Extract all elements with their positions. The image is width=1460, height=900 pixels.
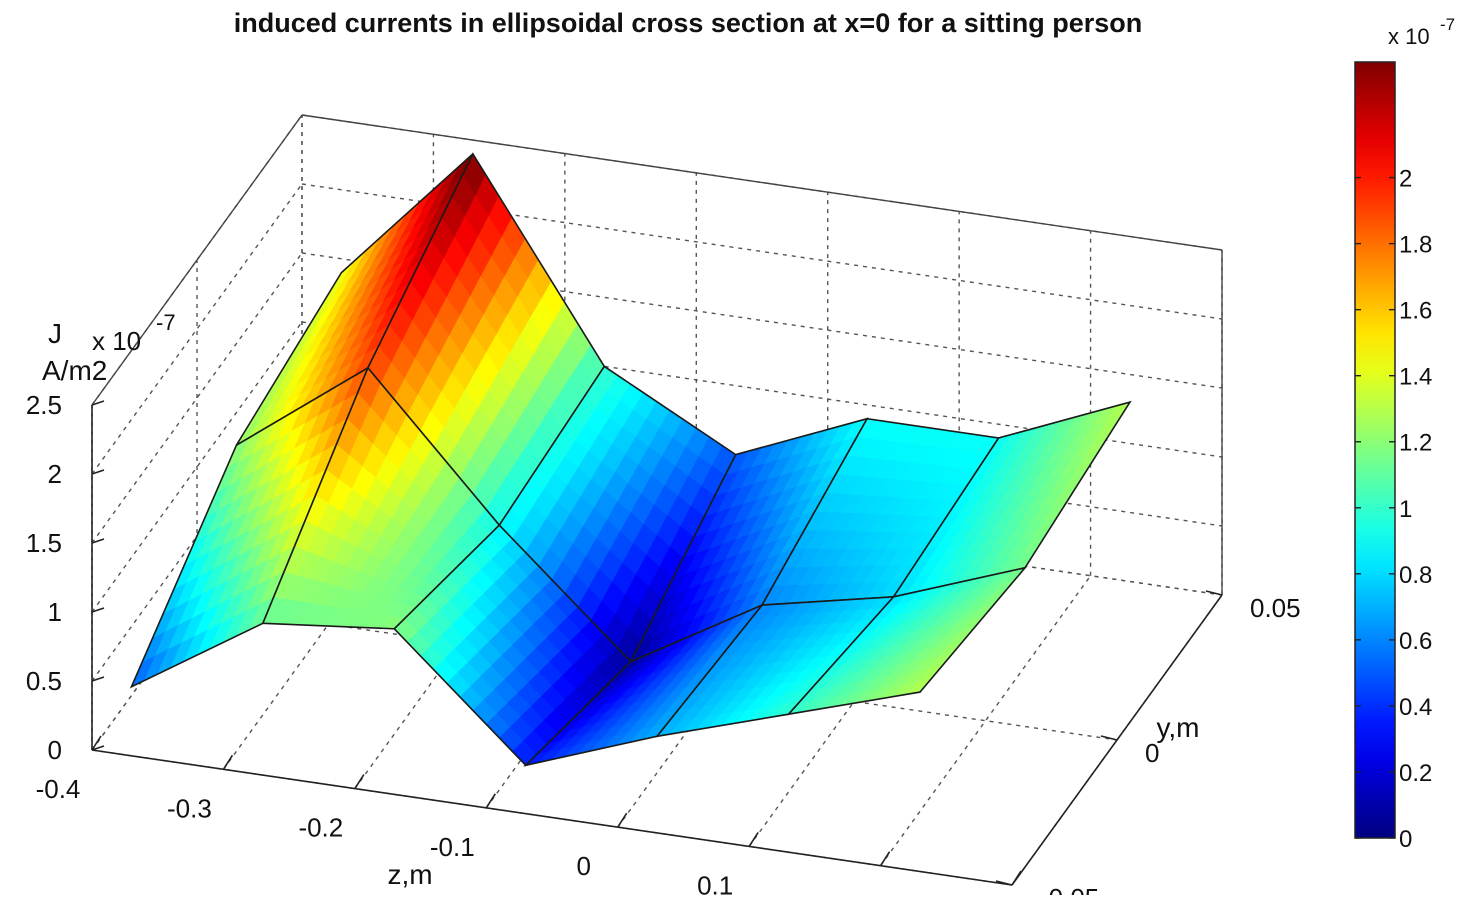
y-tick-label: 0 (1145, 738, 1159, 768)
y-axis-label: y,m (1156, 712, 1199, 743)
x-tick-label: 0 (576, 851, 590, 881)
x-tick-label: 0.2 (828, 890, 864, 895)
z-tick-mark (91, 400, 105, 406)
y-tick-mark (1205, 590, 1223, 596)
z-tick-label: 2 (48, 459, 62, 489)
y-tick-mark (1100, 735, 1118, 741)
z-tick-label: 1.5 (26, 528, 62, 558)
z-tick-label: 2.5 (26, 390, 62, 420)
colorbar: 0 0.2 0.4 0.6 0.8 1 1.2 1.4 1.6 1.8 2 x 10 -7 (1354, 15, 1455, 853)
colorbar-tick-label: 1.4 (1399, 364, 1432, 391)
surface-mesh-cell (786, 566, 1028, 716)
z-tick-mark (91, 469, 105, 475)
x-tick-label: -0.4 (36, 774, 81, 804)
z-tick-mark (91, 607, 105, 613)
x-tick-label: -0.3 (167, 793, 212, 823)
x-tick-label: -0.1 (430, 832, 475, 862)
grid-line (91, 183, 303, 475)
z-axis-multiplier: x 10 (92, 326, 141, 356)
z-axis-label-line2: A/m2 (42, 355, 107, 386)
surface (129, 152, 1132, 767)
colorbar-multiplier-exponent: -7 (1440, 15, 1455, 34)
x-axis-line (91, 749, 1013, 886)
z-tick-mark (91, 538, 105, 544)
grid-line (301, 114, 1223, 251)
colorbar-tick-label: 1.2 (1399, 430, 1432, 457)
y-tick-label: -0.05 (1040, 883, 1099, 895)
colorbar-tick-label: 0.8 (1399, 562, 1432, 589)
grid-line (91, 321, 303, 613)
x-tick-label: -0.2 (298, 813, 343, 843)
x-tick-mark (748, 831, 759, 847)
z-tick-mark (91, 745, 105, 751)
chart-title: induced currents in ellipsoidal cross se… (234, 8, 1142, 38)
x-axis-label: z,m (387, 859, 432, 890)
x-tick-mark (617, 812, 628, 828)
x-tick-label: 0.1 (697, 870, 733, 895)
colorbar-tick-label: 1.8 (1399, 232, 1432, 259)
grid-line (91, 252, 303, 544)
x-tick-mark (91, 735, 102, 751)
z-tick-label: 1 (48, 597, 62, 627)
grid-line (91, 114, 303, 406)
z-axis-multiplier-exponent: -7 (156, 310, 176, 335)
colorbar-tick-label: 2 (1399, 166, 1412, 193)
x-tick-mark (1011, 870, 1022, 886)
x-tick-mark (222, 754, 234, 770)
z-tick-mark (91, 676, 105, 682)
z-axis-label-line1: J (48, 318, 62, 349)
colorbar-tick-label: 0.2 (1399, 760, 1432, 787)
y-tick-mark (995, 880, 1013, 886)
x-tick-mark (485, 793, 496, 809)
axes (91, 400, 1223, 886)
colorbar-tick-label: 0.4 (1399, 694, 1432, 721)
colorbar-tick-label: 0 (1399, 826, 1412, 853)
colorbar-tick-label: 0.6 (1399, 628, 1432, 655)
colorbar-tick-label: 1 (1399, 496, 1412, 523)
x-tick-mark (354, 774, 365, 790)
colorbar-ticks: 0 0.2 0.4 0.6 0.8 1 1.2 1.4 1.6 1.8 2 (1355, 166, 1432, 853)
x-tick-mark (879, 851, 891, 867)
z-tick-label: 0 (48, 735, 62, 765)
z-tick-label: 0.5 (26, 666, 62, 696)
colorbar-tick-label: 1.6 (1399, 298, 1432, 325)
colorbar-multiplier: x 10 (1388, 24, 1430, 49)
colorbar-strip (1354, 61, 1396, 839)
y-tick-label: 0.05 (1250, 593, 1301, 623)
grid-line (880, 575, 1092, 867)
